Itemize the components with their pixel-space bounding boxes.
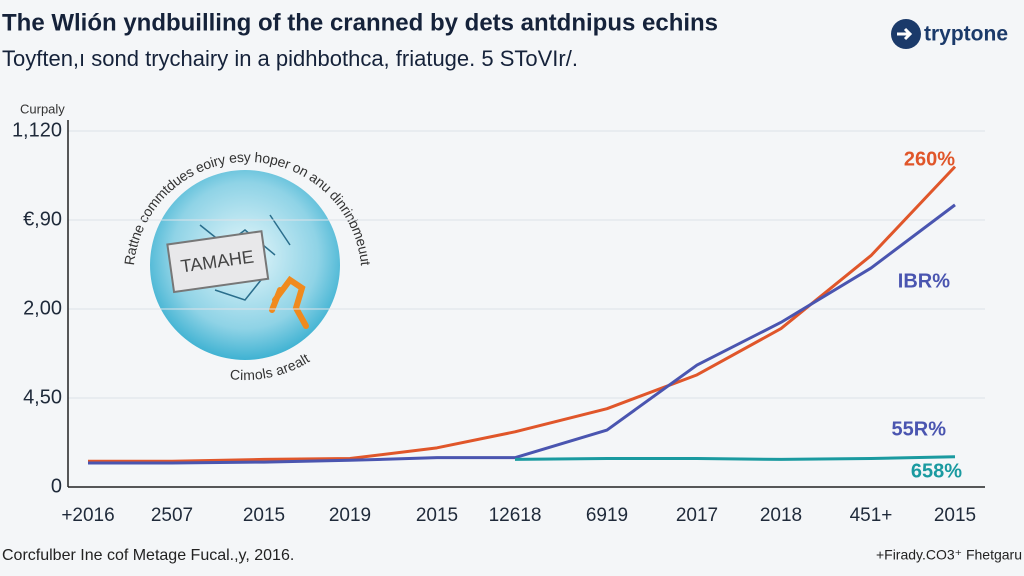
x-tick-label: 2015 <box>243 505 285 526</box>
source-note: Corcfulber Ine cof Metage Fucal.,y, 2016… <box>2 547 294 564</box>
annotation: 658% <box>911 460 962 482</box>
x-tick-label: 2017 <box>676 505 718 526</box>
y-tick-label: 1,120 <box>12 119 62 141</box>
x-tick-label: 2015 <box>416 505 458 526</box>
x-tick-label: 2019 <box>329 505 371 526</box>
logo-arrow <box>897 27 913 41</box>
y-tick-label: 0 <box>51 475 62 497</box>
x-tick-label: 2018 <box>760 505 802 526</box>
x-tick-label: 2015 <box>934 505 976 526</box>
y-tick-label: 2,00 <box>23 297 62 319</box>
annotation: 260% <box>904 148 955 170</box>
credit-note: +Firady.CO3⁺ Fhetgaru <box>876 547 1022 563</box>
chart-subtitle: Toyften,ı sond trychairy in a pidhbothca… <box>2 46 578 71</box>
x-tick-label: 451+ <box>850 505 893 526</box>
y-axis-label: Curpaly <box>20 101 65 116</box>
chart-title: The Wlión yndbuilling of the cranned by … <box>2 9 718 36</box>
y-tick-label: €,90 <box>23 208 62 230</box>
series-line <box>514 455 956 461</box>
annotation: IBR% <box>898 270 950 292</box>
series-line <box>88 203 956 465</box>
card <box>166 230 270 294</box>
x-tick-label: +2016 <box>61 505 114 526</box>
x-tick-label: 6919 <box>586 505 628 526</box>
figure <box>269 275 309 329</box>
annotation: 55R% <box>892 418 947 440</box>
x-tick-label: 2507 <box>151 505 193 526</box>
logo-text: tryptone <box>924 23 1008 46</box>
x-tick-label: 12618 <box>489 505 542 526</box>
y-tick-label: 4,50 <box>23 386 62 408</box>
